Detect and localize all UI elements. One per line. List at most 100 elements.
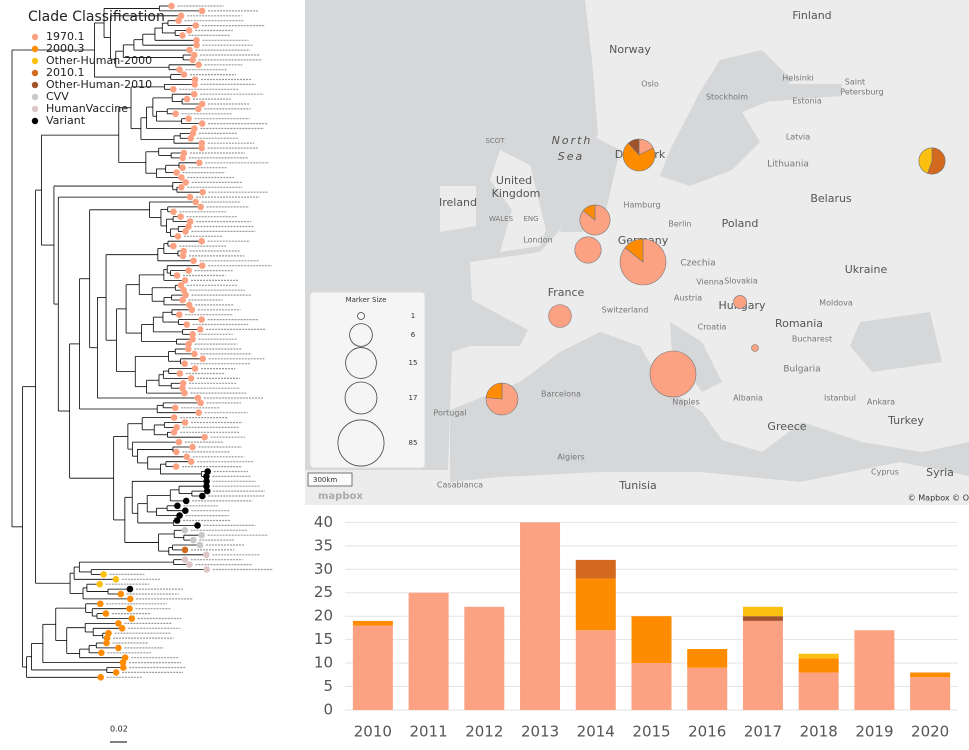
map-logo[interactable]: mapbox bbox=[318, 491, 363, 502]
tree-tip bbox=[173, 517, 181, 524]
marker-size-label: 85 bbox=[409, 439, 418, 447]
tree-tip bbox=[192, 22, 200, 29]
tree-tip bbox=[198, 144, 205, 152]
tree-tip bbox=[186, 561, 193, 568]
tree-tip bbox=[189, 331, 196, 338]
tree-tip bbox=[168, 2, 175, 10]
tree-tip bbox=[175, 311, 183, 319]
tree-tip bbox=[198, 237, 205, 245]
tree-tip bbox=[191, 350, 198, 358]
tree-tip bbox=[97, 674, 105, 681]
legend-swatch bbox=[31, 57, 39, 65]
y-tick-label: 35 bbox=[314, 536, 333, 554]
marker-size-circle bbox=[357, 312, 365, 320]
tree-tip bbox=[175, 17, 182, 25]
map-label: France bbox=[548, 286, 585, 299]
tree-tip bbox=[180, 247, 187, 255]
bar bbox=[352, 625, 393, 710]
map-label: United bbox=[496, 174, 532, 187]
tree-tip bbox=[115, 644, 122, 652]
bar bbox=[854, 630, 895, 710]
map-label: Czechia bbox=[680, 259, 715, 269]
map-label: Norway bbox=[609, 43, 651, 56]
map-label: Albania bbox=[733, 394, 763, 403]
bar bbox=[742, 620, 783, 710]
x-tick-label: 2020 bbox=[911, 723, 949, 741]
bar bbox=[742, 616, 783, 621]
tree-tip bbox=[203, 478, 210, 485]
pie-slice bbox=[918, 147, 933, 174]
tree-tip bbox=[181, 527, 189, 534]
tree-tip bbox=[190, 257, 197, 265]
tree-tip bbox=[197, 203, 204, 211]
map-label: Syria bbox=[926, 466, 954, 479]
tree-tip bbox=[185, 27, 193, 34]
pie-slice bbox=[548, 304, 572, 328]
bar bbox=[910, 672, 951, 678]
tree-tip bbox=[179, 154, 186, 162]
legend-swatch bbox=[31, 69, 39, 77]
bar bbox=[520, 522, 561, 710]
tree-tip bbox=[182, 507, 189, 514]
map-label: Ukraine bbox=[845, 263, 888, 276]
x-tick-label: 2015 bbox=[632, 723, 670, 741]
y-tick-label: 0 bbox=[323, 701, 333, 719]
tree-scale-label: 0.02 bbox=[110, 725, 128, 734]
tree-tip bbox=[192, 198, 200, 206]
legend-swatch bbox=[31, 117, 39, 125]
y-tick-label: 30 bbox=[314, 560, 333, 578]
tree-tip bbox=[173, 169, 180, 176]
map-label: ENG bbox=[523, 215, 538, 223]
map-label: Ireland bbox=[439, 196, 477, 209]
tree-tip bbox=[177, 282, 185, 289]
x-tick-label: 2011 bbox=[409, 723, 447, 741]
pie-slice bbox=[649, 350, 697, 398]
attribution[interactable]: © Mapbox © O bbox=[908, 494, 969, 503]
map-label: Saint bbox=[845, 78, 865, 87]
marker-legend-title: Marker Size bbox=[346, 296, 387, 304]
tree-tip bbox=[176, 512, 183, 519]
y-tick-label: 10 bbox=[314, 654, 333, 672]
bar bbox=[464, 606, 505, 710]
map-label: Kingdom bbox=[492, 187, 541, 200]
tree-tip bbox=[179, 252, 187, 260]
tree-tip bbox=[182, 179, 190, 186]
tree-tip bbox=[176, 66, 183, 73]
marker-size-label: 17 bbox=[409, 394, 418, 402]
pie-slice bbox=[624, 238, 644, 263]
scale-box bbox=[307, 472, 353, 487]
tree-tip bbox=[97, 600, 104, 608]
tree-tip bbox=[126, 605, 133, 612]
tree-tip bbox=[203, 487, 211, 495]
tree-tip bbox=[120, 664, 127, 671]
tree-tip bbox=[193, 41, 200, 49]
legend-label: HumanVaccine bbox=[46, 102, 128, 115]
map-label: Oslo bbox=[641, 80, 659, 89]
map-label: Hamburg bbox=[623, 201, 660, 210]
map-label: Petersburg bbox=[840, 88, 883, 97]
map-label: Helsinki bbox=[782, 74, 813, 83]
tree-tip bbox=[177, 12, 185, 20]
marker-size-circle bbox=[349, 323, 373, 347]
x-tick-label: 2017 bbox=[744, 723, 782, 741]
x-tick-label: 2013 bbox=[521, 723, 559, 741]
map-label: Stockholm bbox=[706, 93, 748, 102]
tree-tip bbox=[189, 335, 196, 343]
map-label: London bbox=[523, 236, 552, 245]
tree-tip bbox=[102, 610, 110, 617]
tree-tip bbox=[170, 208, 177, 216]
pie-slice bbox=[485, 382, 503, 400]
tree-tip bbox=[181, 277, 189, 284]
y-tick-label: 15 bbox=[314, 630, 333, 648]
x-tick-label: 2016 bbox=[688, 723, 726, 741]
tree-tip bbox=[176, 370, 184, 377]
map-label: Barcelona bbox=[541, 390, 581, 399]
legend-label: CVV bbox=[46, 90, 69, 103]
tree-tip bbox=[186, 193, 194, 201]
tree-tip bbox=[185, 223, 192, 230]
map-label: Portugal bbox=[433, 409, 466, 418]
tree-tip bbox=[190, 90, 198, 98]
bar-chart: 0 5 10 15 20 25 30 35 40 2010 2011 2012 2013 2014 2015… bbox=[314, 513, 958, 741]
